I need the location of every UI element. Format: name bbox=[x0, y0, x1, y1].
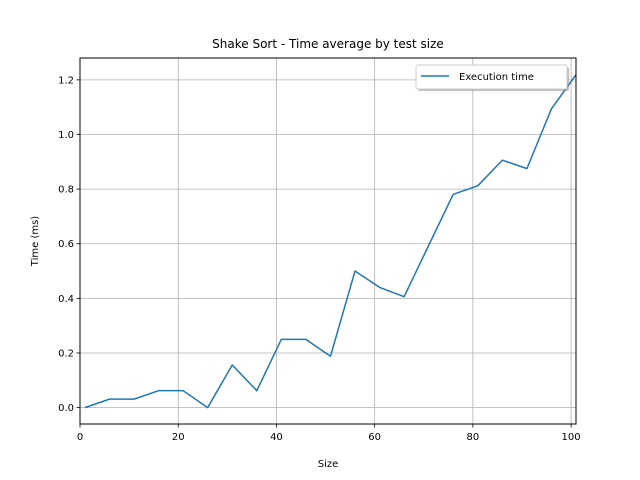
y-tick-label: 0.4 bbox=[58, 294, 74, 305]
x-tick-label: 20 bbox=[172, 432, 185, 443]
legend-box bbox=[415, 64, 568, 90]
plot-frame bbox=[79, 57, 577, 425]
x-axis-label: Size bbox=[318, 459, 339, 470]
x-tick-label: 80 bbox=[467, 432, 480, 443]
legend-label-execution-time: Execution time bbox=[459, 72, 534, 83]
series-layer bbox=[84, 74, 576, 409]
y-tick-label: 0.8 bbox=[58, 185, 74, 196]
x-tick-label: 100 bbox=[562, 432, 581, 443]
y-ticks: 0.0 0.2 0.4 0.6 0.8 1.0 1.2 bbox=[58, 75, 80, 414]
y-tick-label: 1.2 bbox=[58, 75, 74, 86]
y-tick-label: 0.2 bbox=[58, 348, 74, 359]
y-axis-label: Time (ms) bbox=[30, 216, 41, 268]
x-tick-label: 0 bbox=[77, 432, 83, 443]
x-tick-label: 60 bbox=[368, 432, 381, 443]
x-tick-label: 40 bbox=[270, 432, 283, 443]
y-tick-label: 0.0 bbox=[58, 403, 74, 414]
legend: Execution time bbox=[415, 64, 569, 91]
y-tick-label: 0.6 bbox=[58, 239, 74, 250]
grid bbox=[79, 58, 576, 424]
chart-title: Shake Sort - Time average by test size bbox=[212, 37, 444, 51]
y-tick-label: 1.0 bbox=[58, 130, 74, 141]
series-line-execution-time bbox=[84, 74, 576, 409]
x-ticks: 0 20 40 60 80 100 bbox=[77, 424, 581, 443]
